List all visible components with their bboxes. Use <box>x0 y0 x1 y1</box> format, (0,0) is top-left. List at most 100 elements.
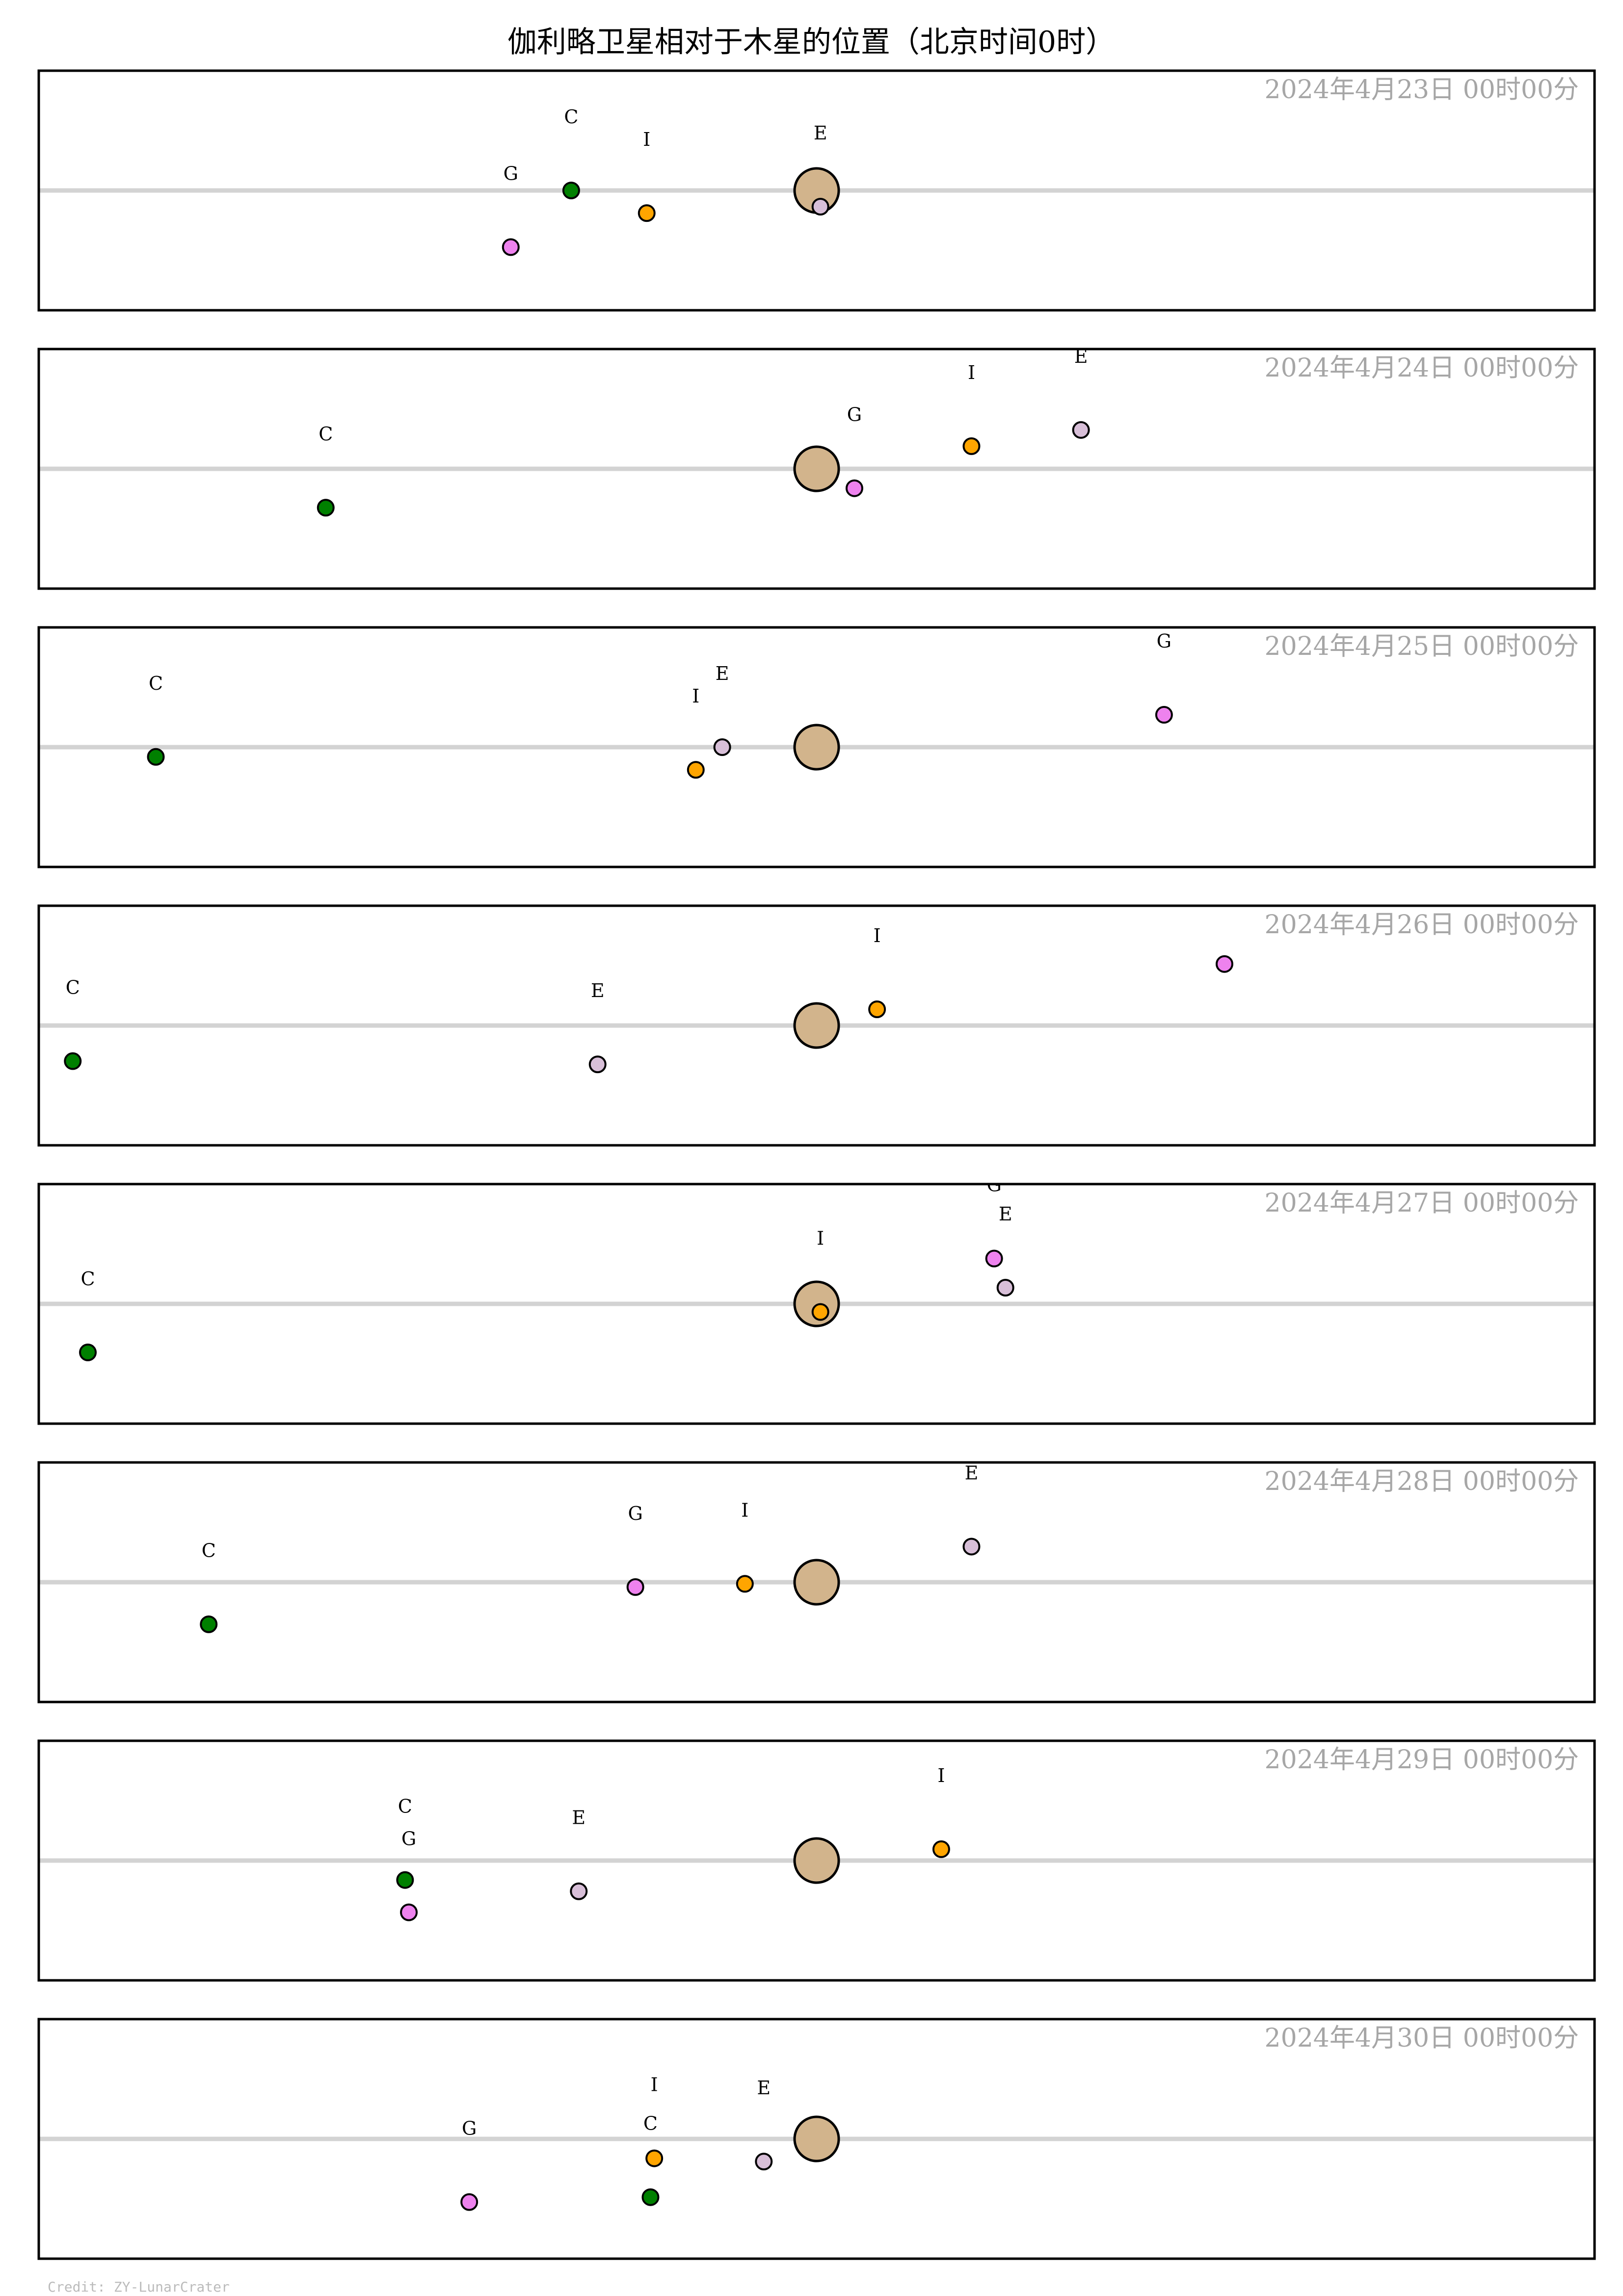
moon-E <box>570 1882 588 1900</box>
jupiter-disk <box>793 445 840 492</box>
credit-text: Credit: ZY-LunarCrater <box>48 2279 230 2295</box>
moon-label-I: I <box>937 1765 945 1786</box>
panel-frame <box>37 2018 1596 2260</box>
moon-C <box>317 499 335 517</box>
moons-group: I E G C <box>200 1462 981 1633</box>
moon-label-I: I <box>741 1499 748 1521</box>
moon-label-E: E <box>572 1807 585 1829</box>
panel-4: IEGC2024年4月26日 00时00分 <box>37 904 1596 1147</box>
moon-E <box>713 738 731 756</box>
moon-label-C: C <box>66 977 80 999</box>
panel-date: 2024年4月30日 00时00分 <box>1265 2024 1579 2053</box>
moon-G <box>1215 955 1233 973</box>
moon-label-I: I <box>968 362 975 383</box>
moon-E <box>811 197 829 216</box>
panel-frame <box>37 348 1596 590</box>
moon-label-G: G <box>847 404 862 426</box>
moon-C <box>641 2188 660 2206</box>
moon-label-E: E <box>1074 346 1088 367</box>
panel-7: I E GC 2024年4月29日 00时00分 <box>37 1739 1596 1982</box>
panel-6: I E G C 2024年4月28日 00时00分 <box>37 1461 1596 1703</box>
panel-date: 2024年4月29日 00时00分 <box>1265 1745 1579 1775</box>
moon-label-I: I <box>692 685 699 707</box>
moon-G <box>400 1903 418 1921</box>
moon-label-G: G <box>986 1174 1001 1196</box>
moons-group: IE G C <box>147 630 1173 779</box>
panel-3: IE G C 2024年4月25日 00时00分 <box>37 626 1596 868</box>
moon-E <box>962 1538 981 1556</box>
moon-label-C: C <box>149 673 163 694</box>
moon-label-C: C <box>202 1540 216 1562</box>
panel-8: I E G C 2024年4月30日 00时00分 <box>37 2018 1596 2260</box>
moon-label-I: I <box>817 1227 824 1249</box>
moon-label-I: I <box>874 925 881 946</box>
moon-label-E: E <box>757 2077 771 2099</box>
panel-date: 2024年4月25日 00时00分 <box>1265 632 1579 661</box>
moon-E <box>588 1055 607 1074</box>
jupiter-disk <box>793 724 840 771</box>
moon-I <box>736 1575 754 1593</box>
moon-I <box>868 1000 886 1019</box>
panel-date: 2024年4月26日 00时00分 <box>1265 910 1579 940</box>
moon-label-E: E <box>591 980 605 1001</box>
jupiter-disk <box>793 1837 840 1884</box>
moon-label-G: G <box>462 2118 477 2139</box>
moon-label-G: G <box>1157 630 1171 652</box>
chart-title: 伽利略卫星相对于木星的位置（北京时间0时） <box>507 25 1115 59</box>
moon-C <box>64 1052 82 1070</box>
moon-label-I: I <box>651 2074 658 2096</box>
moon-I <box>962 437 981 455</box>
moon-I <box>811 1303 829 1321</box>
moon-I <box>932 1840 950 1858</box>
moon-G <box>1155 706 1173 724</box>
panel-frame <box>37 69 1596 312</box>
moon-label-C: C <box>80 1268 95 1290</box>
panel-5: I EG C 2024年4月27日 00时00分 <box>37 1174 1596 1425</box>
moon-label-G: G <box>628 1503 642 1524</box>
moons-group: I E G C <box>502 106 829 256</box>
panel-date: 2024年4月23日 00时00分 <box>1265 75 1579 105</box>
moon-G <box>460 2193 479 2211</box>
moon-C <box>562 182 580 199</box>
moon-G <box>502 238 520 256</box>
panel-1: I E G C 2024年4月23日 00时00分 <box>37 69 1596 312</box>
panel-frame <box>37 904 1596 1147</box>
moon-C <box>79 1343 97 1361</box>
panel-frame <box>37 1739 1596 1982</box>
panel-2: I E G C 2024年4月24日 00时00分 <box>37 346 1596 590</box>
jupiter-disk <box>793 1002 840 1049</box>
moons-group: I E GC <box>396 1765 950 1921</box>
moon-label-C: C <box>319 423 333 445</box>
moon-label-E: E <box>965 1462 979 1484</box>
moons-group: I E G C <box>317 346 1090 517</box>
moon-G <box>845 479 863 497</box>
moon-I <box>638 204 656 222</box>
moon-label-C: C <box>398 1796 412 1817</box>
moon-E <box>996 1279 1014 1297</box>
moon-label-E: E <box>999 1203 1012 1225</box>
panel-date: 2024年4月28日 00时00分 <box>1265 1467 1579 1496</box>
moon-G <box>985 1249 1003 1268</box>
panel-date: 2024年4月24日 00时00分 <box>1265 353 1579 383</box>
jupiter-disk <box>793 1559 840 1606</box>
moon-label-I: I <box>643 129 650 150</box>
panel-frame <box>37 626 1596 868</box>
moon-label-G: G <box>504 162 518 184</box>
moon-C <box>396 1871 414 1889</box>
moon-label-C: C <box>643 2113 658 2134</box>
moon-label-C: C <box>564 106 578 128</box>
moon-label-G: G <box>401 1828 416 1850</box>
moon-label-E: E <box>814 122 827 144</box>
panel-date: 2024年4月27日 00时00分 <box>1265 1189 1579 1218</box>
moon-E <box>755 2153 773 2171</box>
jupiter-disk <box>793 2115 840 2162</box>
moon-label-E: E <box>716 663 729 684</box>
moon-I <box>687 761 705 779</box>
moon-C <box>200 1615 218 1633</box>
moons-group: I EG C <box>79 1174 1014 1361</box>
panel-frame <box>37 1461 1596 1703</box>
